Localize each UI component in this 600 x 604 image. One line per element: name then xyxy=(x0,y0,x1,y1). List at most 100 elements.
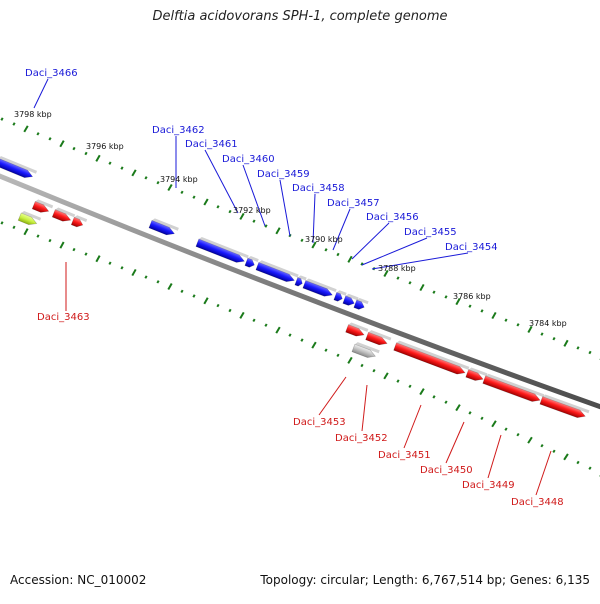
lower-tick-mark xyxy=(468,411,472,415)
lower-tick-mark xyxy=(419,388,425,396)
upper-tick-mark xyxy=(252,219,256,223)
lower-tick-mark xyxy=(156,280,160,284)
scale-label: 3786 kbp xyxy=(453,292,491,301)
upper-tick-mark xyxy=(156,180,160,185)
gene-label-daci-3450[interactable]: Daci_3450 xyxy=(420,465,473,476)
upper-tick-mark xyxy=(311,241,317,249)
lower-tick-mark xyxy=(167,282,173,291)
topology-label: Topology: circular; Length: 6,767,514 bp… xyxy=(260,573,590,587)
upper-tick-mark xyxy=(588,350,592,355)
reverse-gene xyxy=(539,394,590,418)
lower-tick-mark xyxy=(324,348,328,352)
upper-tick-mark xyxy=(383,269,389,277)
upper-tick-mark xyxy=(432,290,436,294)
upper-tick-mark xyxy=(516,323,520,327)
upper-tick-mark xyxy=(36,132,40,136)
gene-label-daci-3454[interactable]: Daci_3454 xyxy=(445,242,498,253)
upper-tick-mark xyxy=(108,161,112,165)
gene-label-daci-3466[interactable]: Daci_3466 xyxy=(25,68,78,79)
lower-tick-mark xyxy=(432,395,436,399)
upper-tick-mark xyxy=(239,212,245,220)
upper-tick-mark xyxy=(0,117,4,121)
upper-tick-mark xyxy=(468,304,472,308)
lower-tick-track xyxy=(0,221,600,478)
upper-tick-mark xyxy=(131,169,137,177)
upper-tick-mark xyxy=(455,298,461,306)
genome-backbone xyxy=(0,173,600,410)
gene-label-daci-3457[interactable]: Daci_3457 xyxy=(327,198,380,209)
gene-label-daci-3461[interactable]: Daci_3461 xyxy=(185,139,238,150)
lower-tick-mark xyxy=(300,338,304,342)
upper-tick-mark xyxy=(347,255,353,263)
forward-gene xyxy=(195,236,249,263)
lower-tick-mark xyxy=(372,368,376,373)
upper-tick-mark xyxy=(360,262,364,266)
lower-tick-mark xyxy=(275,326,281,334)
upper-tick-mark xyxy=(167,183,173,192)
upper-tick-mark xyxy=(491,311,497,320)
lower-tick-mark xyxy=(396,379,400,383)
upper-tick-mark xyxy=(180,190,184,195)
lower-tick-mark xyxy=(288,333,292,337)
gene-label-daci-3458[interactable]: Daci_3458 xyxy=(292,183,345,194)
lower-tick-mark xyxy=(576,460,580,465)
lower-tick-mark xyxy=(455,404,461,412)
upper-tick-mark xyxy=(203,198,209,206)
forward-gene xyxy=(294,275,307,287)
gene-label-daci-3460[interactable]: Daci_3460 xyxy=(222,154,275,165)
lower-tick-mark xyxy=(120,266,124,270)
gene-callouts: Daci_3466 Daci_3462 Daci_3461 Daci_3460 Daci… xyxy=(25,68,564,508)
scale-labels: 3798 kbp 3796 kbp 3794 kbp 3792 kbp 3790 kbp… xyxy=(14,110,567,328)
scale-label: 3788 kbp xyxy=(378,264,416,273)
gene-label-daci-3449[interactable]: Daci_3449 xyxy=(462,480,515,491)
gene-label-daci-3451[interactable]: Daci_3451 xyxy=(378,450,431,461)
upper-tick-mark xyxy=(444,295,448,299)
upper-tick-mark xyxy=(396,276,400,280)
gene-label-daci-3462[interactable]: Daci_3462 xyxy=(152,125,205,136)
upper-tick-mark xyxy=(563,339,569,347)
upper-tick-mark xyxy=(419,283,425,292)
lower-tick-mark xyxy=(444,400,448,404)
upper-tick-mark xyxy=(408,281,412,285)
reverse-gene xyxy=(31,199,54,213)
forward-gene xyxy=(255,260,299,282)
gene-label-daci-3448[interactable]: Daci_3448 xyxy=(511,497,564,508)
reverse-gene xyxy=(51,207,76,222)
gene-label-daci-3455[interactable]: Daci_3455 xyxy=(404,227,457,238)
lower-tick-mark xyxy=(12,225,16,230)
forward-gene xyxy=(148,218,179,236)
lower-tick-mark xyxy=(311,341,317,349)
lower-tick-mark xyxy=(408,384,412,389)
lower-tick-mark xyxy=(59,241,65,249)
lower-tick-mark xyxy=(336,353,340,358)
upper-tick-mark xyxy=(300,238,304,243)
lower-tick-mark xyxy=(192,294,196,298)
lower-tick-mark xyxy=(23,228,29,236)
upper-tick-mark xyxy=(576,346,580,350)
upper-tick-mark xyxy=(275,227,281,235)
gene-label-daci-3463[interactable]: Daci_3463 xyxy=(37,312,90,323)
scale-label: 3796 kbp xyxy=(86,142,124,151)
upper-tick-mark xyxy=(12,122,16,126)
lower-tick-mark xyxy=(360,363,364,368)
gene-label-daci-3456[interactable]: Daci_3456 xyxy=(366,212,419,223)
reverse-gene xyxy=(393,340,470,375)
genome-title: Delftia acidovorans SPH-1, complete geno… xyxy=(152,9,448,24)
lower-tick-mark xyxy=(588,466,592,470)
lower-tick-mark xyxy=(216,303,220,308)
gene-label-daci-3459[interactable]: Daci_3459 xyxy=(257,169,310,180)
gene-label-daci-3453[interactable]: Daci_3453 xyxy=(293,417,346,428)
forward-gene xyxy=(342,293,359,306)
upper-tick-mark xyxy=(48,137,52,141)
reverse-gene xyxy=(345,322,369,337)
lower-tick-mark xyxy=(347,356,353,364)
upper-tick-mark xyxy=(216,205,220,209)
lower-tick-mark xyxy=(48,238,52,243)
lower-tick-mark xyxy=(131,268,137,277)
lower-tick-mark xyxy=(180,289,184,294)
upper-tick-mark xyxy=(552,336,556,341)
gene-label-daci-3452[interactable]: Daci_3452 xyxy=(335,433,388,444)
unknown-gene xyxy=(351,342,380,358)
lower-tick-mark xyxy=(36,234,40,238)
